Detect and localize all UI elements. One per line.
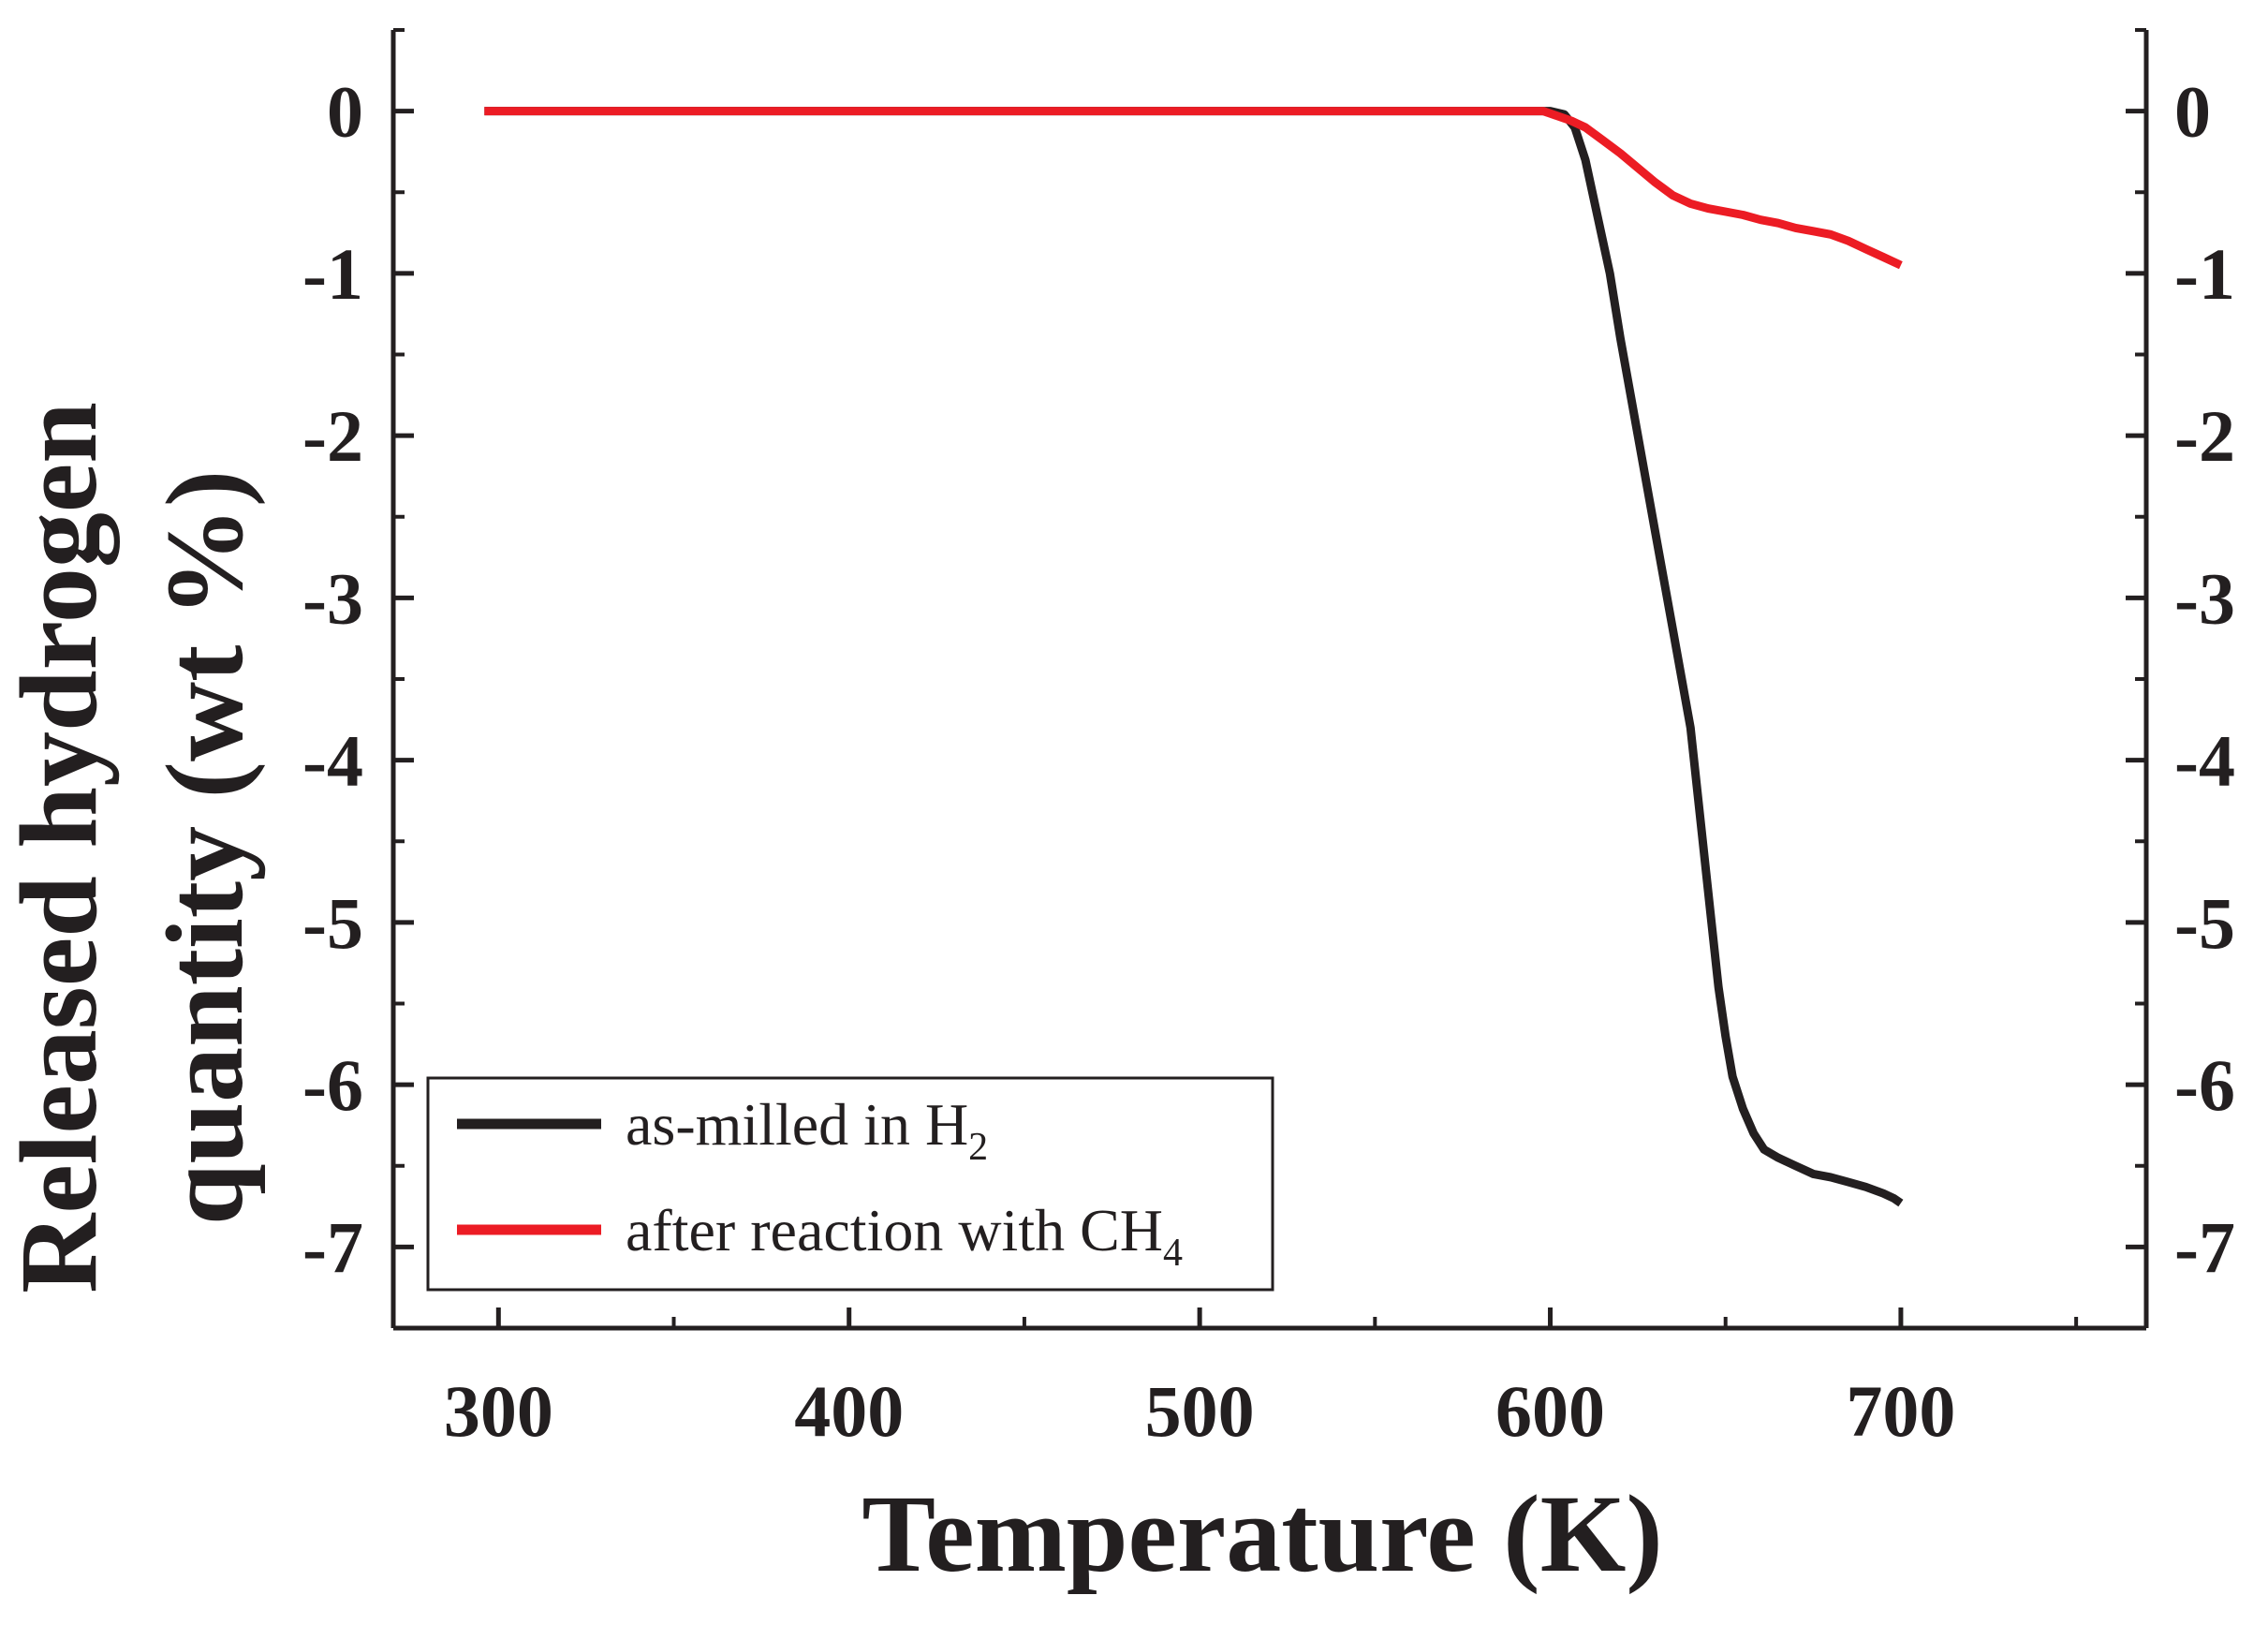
series-line-after-reaction: [484, 107, 1903, 270]
y-right-tick-label: -1: [2174, 233, 2235, 315]
y-right-tick-label: -4: [2174, 720, 2235, 802]
y-left-tick-label: -2: [302, 395, 363, 477]
legend: as-milled in H2 after reaction with CH4: [426, 1076, 1274, 1292]
y-left-tick-label: 0: [327, 71, 363, 153]
series-line-as-milled: [484, 107, 1904, 1207]
x-tick-label: 700: [1846, 1370, 1955, 1452]
axis-tick-labels: 300 400 500 600 700 0 0 -1 -1 -2 -2 -3 -3 -4 -4 -5 -5 -6 -…: [302, 71, 2235, 1452]
axis-ticks: [393, 28, 2146, 1330]
y-right-tick-label: -6: [2174, 1044, 2235, 1126]
x-tick-label: 600: [1495, 1370, 1605, 1452]
y-left-tick-label: -4: [302, 720, 363, 802]
y-right-tick-label: -5: [2174, 882, 2235, 964]
x-tick-label: 300: [444, 1370, 553, 1452]
x-axis-title: Temperature (K): [862, 1472, 1662, 1595]
legend-label-after-reaction: after reaction with CH4: [626, 1197, 1183, 1275]
y-left-tick-label: -3: [302, 557, 363, 639]
y-left-tick-label: -6: [302, 1044, 363, 1126]
y-axis-title-line2: quantity (wt %): [143, 470, 266, 1225]
x-tick-label: 500: [1145, 1370, 1255, 1452]
y-right-tick-label: -7: [2174, 1206, 2235, 1288]
y-left-tick-label: -5: [302, 882, 363, 964]
legend-box: [426, 1076, 1274, 1292]
y-left-tick-label: -1: [302, 233, 363, 315]
legend-label-as-milled: as-milled in H2: [626, 1091, 988, 1169]
y-axis-title-line1: Released hydrogen: [0, 402, 120, 1293]
y-left-tick-label: -7: [302, 1206, 363, 1288]
x-tick-label: 400: [794, 1370, 904, 1452]
y-right-tick-label: 0: [2174, 71, 2211, 153]
data-series: [484, 107, 1904, 1207]
y-right-tick-label: -3: [2174, 557, 2235, 639]
y-right-tick-label: -2: [2174, 395, 2235, 477]
